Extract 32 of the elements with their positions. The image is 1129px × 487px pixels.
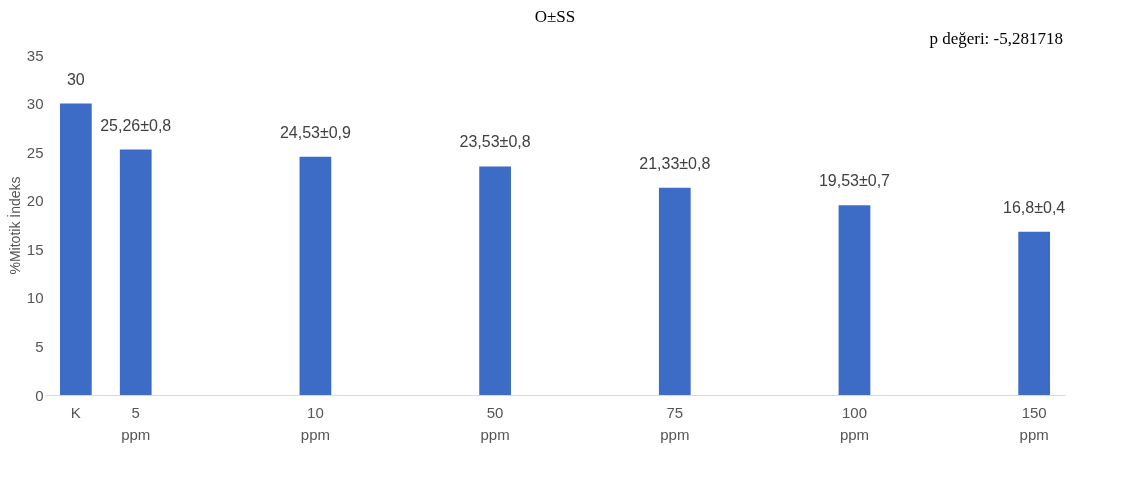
y-tick-label: 30 <box>26 95 44 113</box>
data-label: 16,8±0,4 <box>1003 198 1066 216</box>
x-tick-label: 5 ppm <box>121 403 151 443</box>
y-tick-label: 20 <box>26 192 44 210</box>
y-tick-label: 10 <box>26 289 44 307</box>
text: p değeri: -5,281718 <box>929 29 1063 48</box>
data-label: 19,53±0,7 <box>818 172 891 190</box>
bar <box>1018 231 1051 395</box>
y-tick-label: 25 <box>26 143 44 161</box>
chart-title: O±SS <box>534 7 576 26</box>
data-label: 24,53±0,9 <box>279 123 352 141</box>
data-label: 21,33±0,8 <box>639 154 711 172</box>
bar <box>119 149 152 395</box>
x-tick-label: 75 ppm <box>660 403 690 443</box>
x-tick-label: 50 ppm <box>480 403 510 443</box>
data-label: 23,53±0,8 <box>459 133 531 151</box>
y-tick-label: 0 <box>35 386 44 404</box>
data-label: 30 <box>66 70 85 88</box>
bar <box>59 103 92 395</box>
x-tick-label: 100 ppm <box>839 403 870 443</box>
y-tick-label: 35 <box>26 46 44 64</box>
bar <box>658 187 691 395</box>
x-tick-label: 10 ppm <box>300 403 331 443</box>
y-tick-label: 15 <box>26 240 44 258</box>
bar <box>479 166 511 395</box>
x-tick-label: K <box>70 403 81 421</box>
x-tick-label: 150 ppm <box>1019 403 1049 443</box>
bar <box>838 205 871 395</box>
bar <box>299 156 332 395</box>
y-tick-label: 5 <box>35 337 44 355</box>
data-label: 25,26±0,8 <box>100 116 172 134</box>
y-axis-title: %Mitotik İndeks <box>5 176 23 275</box>
